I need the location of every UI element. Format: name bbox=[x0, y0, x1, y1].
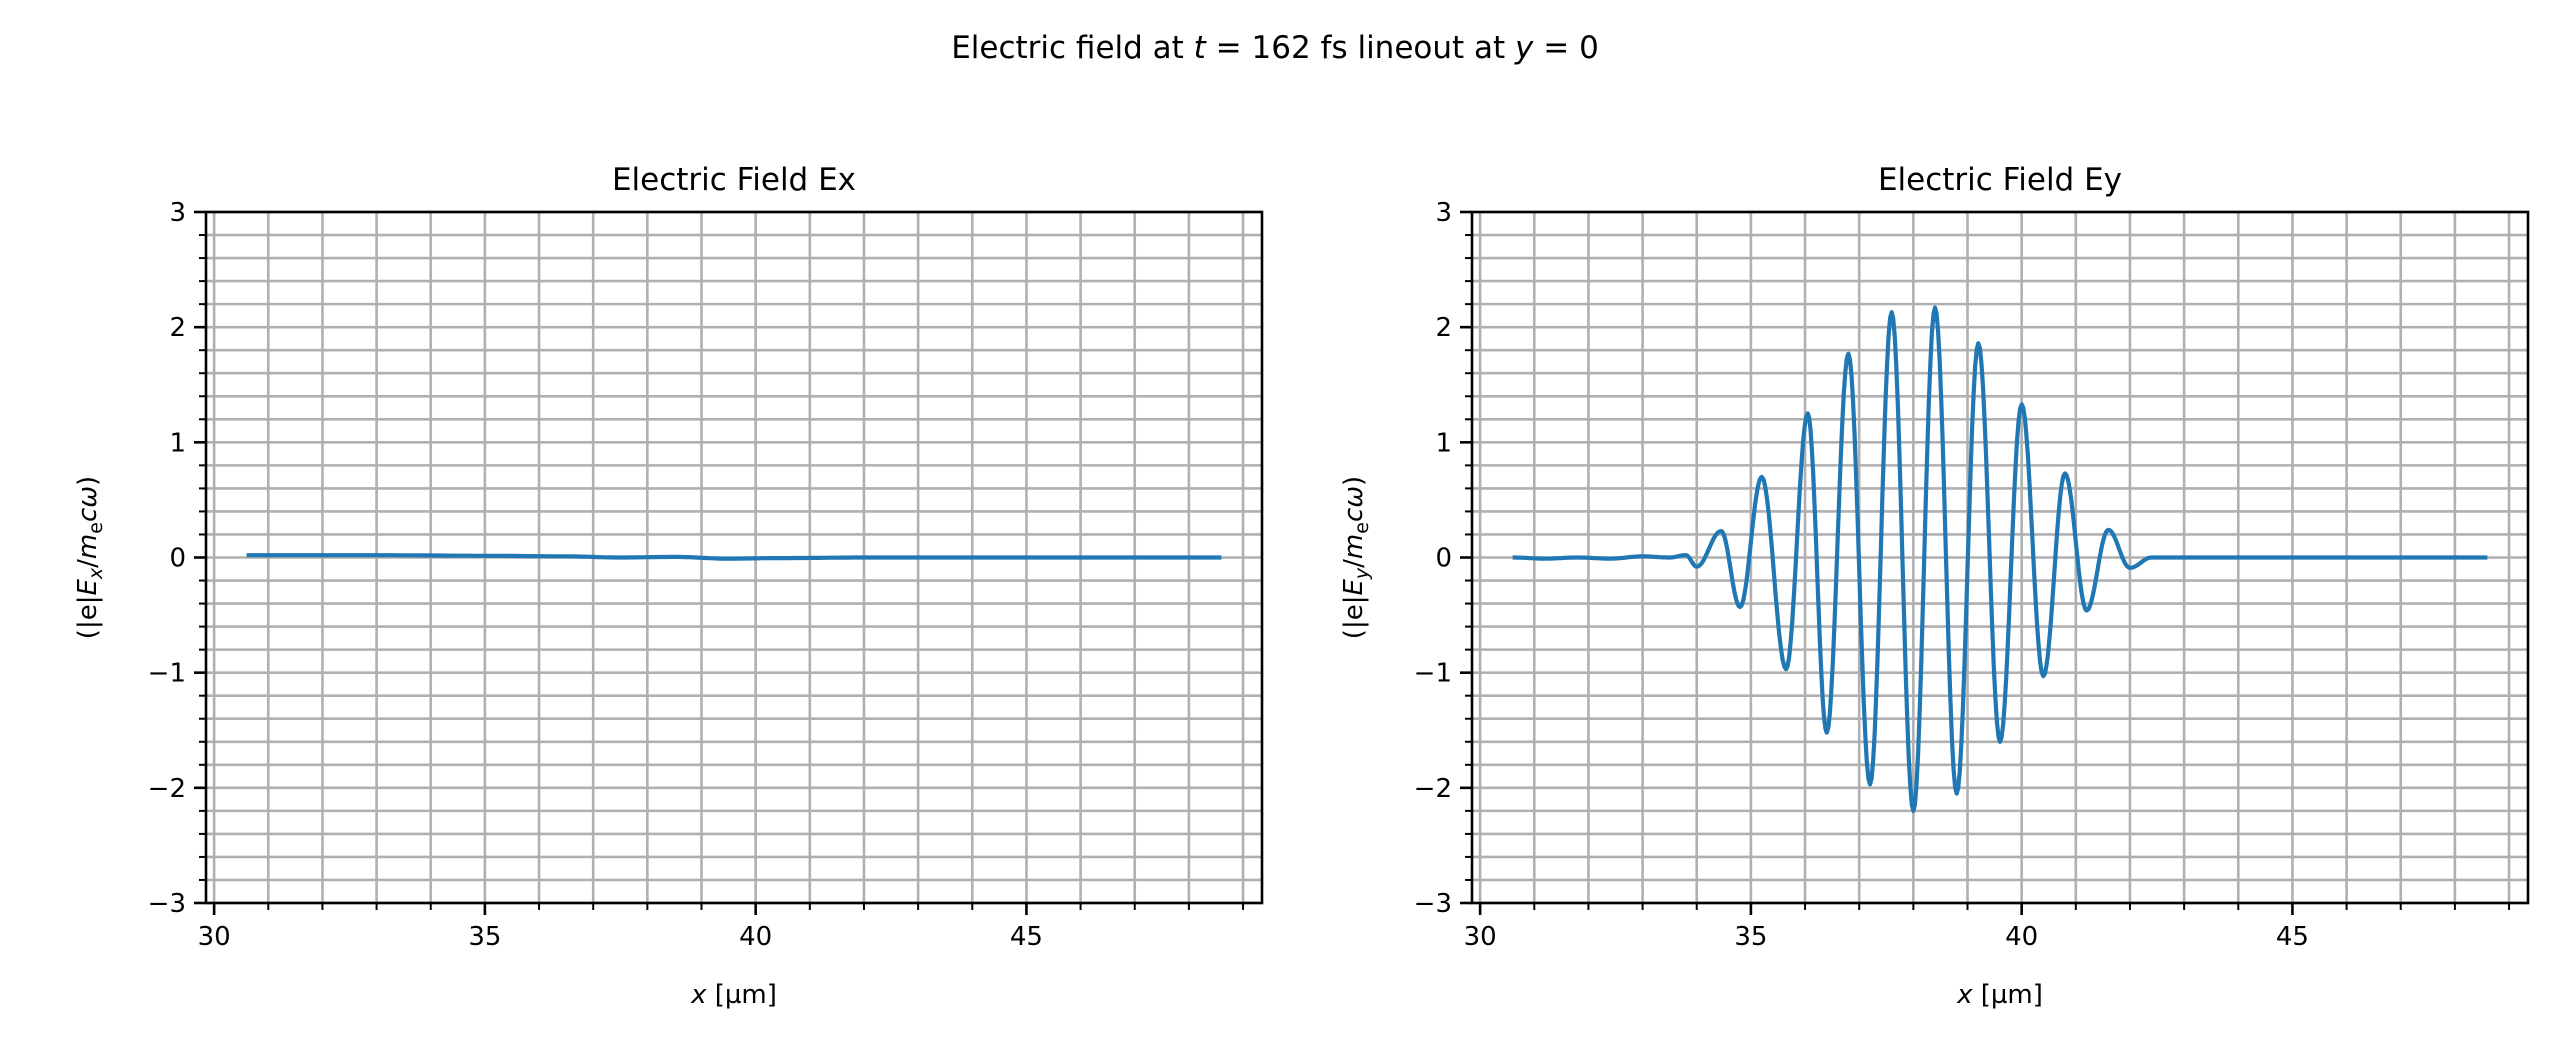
text-part: cω bbox=[1339, 486, 1369, 522]
x-tick-label: 35 bbox=[1734, 922, 1767, 952]
text-part: ) bbox=[73, 476, 103, 486]
text-part: y bbox=[1514, 30, 1534, 66]
subplot-ex: 30 35 40 45 −3 −2 −1 0 1 2 3 Electric Field Ex x [µm… bbox=[73, 162, 1264, 1010]
x-axis-label: x [µm] bbox=[690, 980, 777, 1010]
series-line bbox=[1512, 305, 2488, 813]
x-tick-label: 30 bbox=[1464, 922, 1497, 952]
x-tick-label: 45 bbox=[1010, 922, 1043, 952]
y-tick-label: 2 bbox=[169, 313, 186, 343]
x-tick-label: 30 bbox=[198, 922, 231, 952]
text-part: m bbox=[1339, 534, 1369, 559]
subplot-title: Electric Field Ey bbox=[1878, 162, 2122, 198]
text-part: = 0 bbox=[1533, 30, 1598, 66]
y-tick-label: 1 bbox=[1435, 428, 1452, 458]
y-tick-label: −1 bbox=[148, 659, 186, 689]
text-part: m bbox=[73, 534, 103, 559]
y-axis-label: (|e|Ex/mecω) bbox=[73, 476, 107, 639]
text-part: cω bbox=[73, 486, 103, 522]
y-tick-label: 1 bbox=[169, 428, 186, 458]
y-tick-label: −2 bbox=[148, 774, 186, 804]
text-part: [µm] bbox=[706, 980, 776, 1010]
text-part: x bbox=[690, 980, 707, 1010]
text-part: y bbox=[1351, 567, 1373, 580]
text-part: E bbox=[73, 579, 103, 596]
text-part: E bbox=[1339, 579, 1369, 596]
text-part: t bbox=[1194, 30, 1208, 66]
subplot-ey: 30 35 40 45 −3 −2 −1 0 1 2 3 Electric Field Ey x [µm… bbox=[1339, 162, 2530, 1010]
x-tick-label: 40 bbox=[2005, 922, 2038, 952]
text-part: Electric field at bbox=[951, 30, 1193, 66]
x-tick-label: 45 bbox=[2276, 922, 2309, 952]
x-axis-label: x [µm] bbox=[1956, 980, 2043, 1010]
figure-title: Electric field at t = 162 fs lineout at … bbox=[951, 30, 1599, 66]
y-tick-label: −1 bbox=[1414, 659, 1452, 689]
text-part: e bbox=[85, 522, 107, 534]
text-part: (|e| bbox=[1339, 596, 1369, 640]
subplot-title: Electric Field Ex bbox=[612, 162, 856, 198]
y-tick-label: 2 bbox=[1435, 313, 1452, 343]
y-tick-label: −2 bbox=[1414, 774, 1452, 804]
x-tick-label: 40 bbox=[739, 922, 772, 952]
y-tick-label: 0 bbox=[1435, 544, 1452, 574]
text-part: (|e| bbox=[73, 596, 103, 640]
text-part: [µm] bbox=[1972, 980, 2042, 1010]
y-tick-label: −3 bbox=[1414, 889, 1452, 919]
text-part: x bbox=[1956, 980, 1973, 1010]
text-part: ) bbox=[1339, 476, 1369, 486]
text-part: / bbox=[1339, 559, 1369, 568]
grid bbox=[1472, 210, 2528, 905]
y-tick-label: 0 bbox=[169, 544, 186, 574]
text-part: e bbox=[1351, 522, 1373, 534]
y-axis-label: (|e|Ey/mecω) bbox=[1339, 476, 1373, 639]
y-tick-label: 3 bbox=[1435, 198, 1452, 228]
y-tick-label: 3 bbox=[169, 198, 186, 228]
text-part: x bbox=[85, 567, 107, 580]
x-tick-label: 35 bbox=[468, 922, 501, 952]
text-part: = 162 fs lineout at bbox=[1206, 30, 1515, 66]
y-tick-label: −3 bbox=[148, 889, 186, 919]
text-part: / bbox=[73, 559, 103, 568]
series-line bbox=[246, 553, 1222, 561]
